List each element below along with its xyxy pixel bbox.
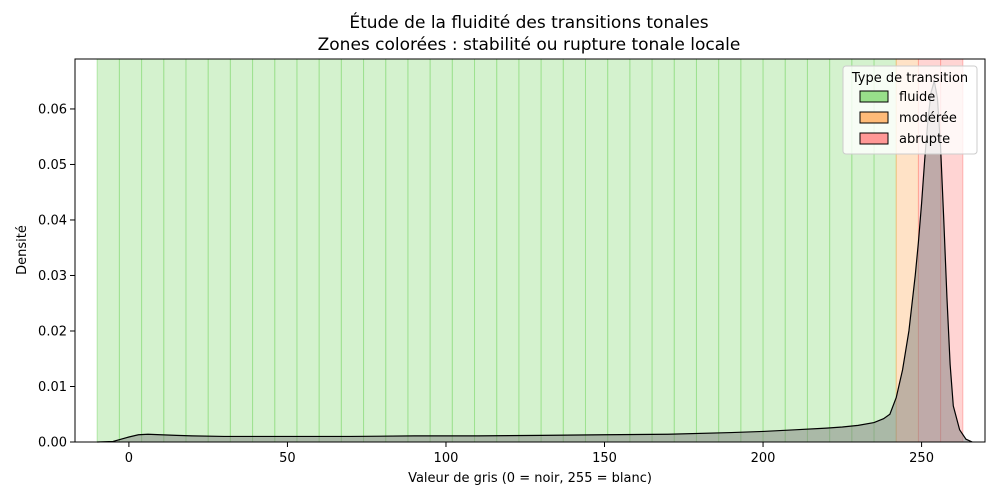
plot-frame xyxy=(74,58,986,443)
legend-swatch-0 xyxy=(859,90,889,103)
band-fluide xyxy=(562,58,586,443)
y-tick-label: 0.02 xyxy=(38,324,67,339)
x-axis-ticks: 0 50 100 150 200 250 xyxy=(125,442,934,466)
y-axis-ticks: 0.00 0.01 0.02 0.03 0.04 0.05 0.06 xyxy=(38,102,75,451)
y-tick-label: 0.01 xyxy=(38,380,67,395)
band-fluide xyxy=(163,58,187,443)
y-tick-label: 0.04 xyxy=(38,213,67,228)
x-tick-label: 0 xyxy=(125,451,133,466)
legend-label-1: modérée xyxy=(899,111,957,126)
band-fluide xyxy=(429,58,453,443)
transition-bands xyxy=(96,58,964,443)
band-fluide xyxy=(296,58,320,443)
band-fluide xyxy=(762,58,786,443)
band-fluide xyxy=(141,58,165,443)
x-tick-label: 100 xyxy=(434,451,459,466)
band-fluide xyxy=(363,58,387,443)
legend-title: Type de transition xyxy=(851,71,968,86)
band-fluide xyxy=(629,58,653,443)
x-tick-label: 50 xyxy=(279,451,296,466)
band-fluide xyxy=(518,58,542,443)
band-fluide xyxy=(96,58,120,443)
band-fluide xyxy=(806,58,831,443)
band-fluide xyxy=(474,58,498,443)
band-fluide xyxy=(340,58,365,443)
band-fluide xyxy=(784,58,808,443)
legend: Type de transition fluide modérée abrupte xyxy=(842,65,978,155)
band-fluide xyxy=(185,58,209,443)
legend-label-2: abrupte xyxy=(899,132,950,147)
band-fluide xyxy=(695,58,720,443)
band-fluide xyxy=(451,58,476,443)
x-tick-label: 150 xyxy=(592,451,617,466)
legend-swatch-1 xyxy=(859,111,889,124)
legend-box xyxy=(842,65,978,155)
band-fluide xyxy=(496,58,520,443)
chart-subtitle: Zones colorées : stabilité ou rupture to… xyxy=(318,35,741,55)
band-fluide xyxy=(540,58,564,443)
y-tick-label: 0.03 xyxy=(38,269,67,284)
y-tick-label: 0.06 xyxy=(38,102,67,117)
y-tick-label: 0.05 xyxy=(38,158,67,173)
band-fluide xyxy=(318,58,342,443)
band-fluide xyxy=(207,58,231,443)
x-tick-label: 200 xyxy=(751,451,776,466)
band-fluide xyxy=(252,58,276,443)
band-fluide xyxy=(407,58,431,443)
y-axis-label: Densité xyxy=(15,225,30,275)
legend-label-0: fluide xyxy=(899,90,935,105)
x-tick-label: 250 xyxy=(909,451,934,466)
band-fluide xyxy=(673,58,697,443)
legend-swatch-2 xyxy=(859,132,889,145)
band-fluide xyxy=(385,58,409,443)
band-fluide xyxy=(607,58,631,443)
legend-entries: fluide modérée abrupte xyxy=(859,90,957,147)
chart-title: Étude de la fluidité des transitions ton… xyxy=(349,11,708,33)
band-fluide xyxy=(718,58,742,443)
x-axis-label: Valeur de gris (0 = noir, 255 = blanc) xyxy=(408,471,652,486)
band-fluide xyxy=(740,58,764,443)
band-fluide xyxy=(651,58,675,443)
band-fluide xyxy=(118,58,143,443)
y-tick-label: 0.00 xyxy=(38,436,67,451)
band-fluide xyxy=(584,58,609,443)
band-fluide xyxy=(274,58,298,443)
band-fluide xyxy=(229,58,254,443)
